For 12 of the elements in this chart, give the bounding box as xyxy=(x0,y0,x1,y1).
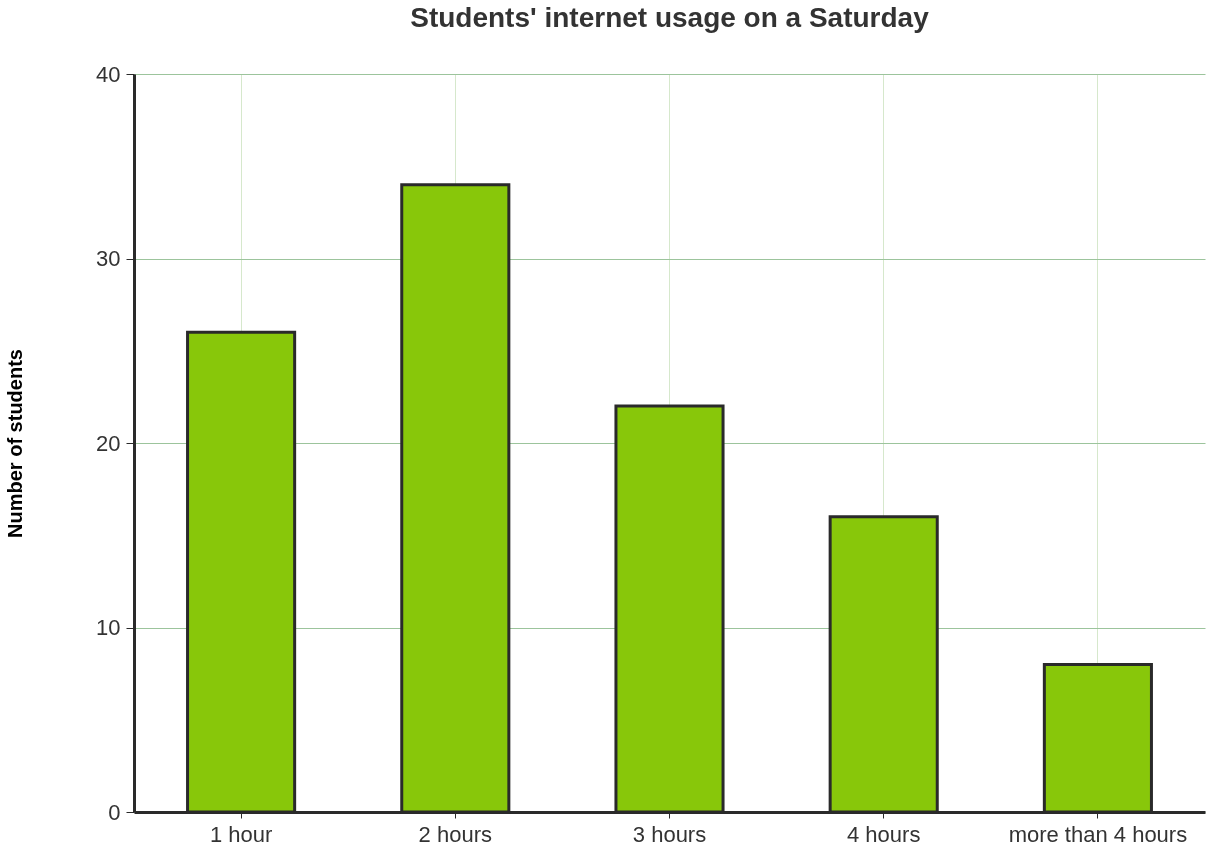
x-tick-label: 1 hour xyxy=(209,821,273,847)
x-tick-label: 2 hours xyxy=(418,821,492,847)
y-tick-label: 0 xyxy=(108,799,121,825)
x-tick-label: 3 hours xyxy=(632,821,707,847)
y-tick-label: 20 xyxy=(96,430,121,456)
x-tick-label: 4 hours xyxy=(847,821,921,847)
y-tick-label: 10 xyxy=(96,615,121,640)
y-axis-title: Number of students xyxy=(4,349,27,538)
y-tick-label: 40 xyxy=(96,61,121,87)
chart-title: Students' internet usage on a Saturday xyxy=(410,2,930,33)
x-tick-label: more than 4 hours xyxy=(1008,821,1188,847)
y-tick-label: 30 xyxy=(96,246,121,271)
